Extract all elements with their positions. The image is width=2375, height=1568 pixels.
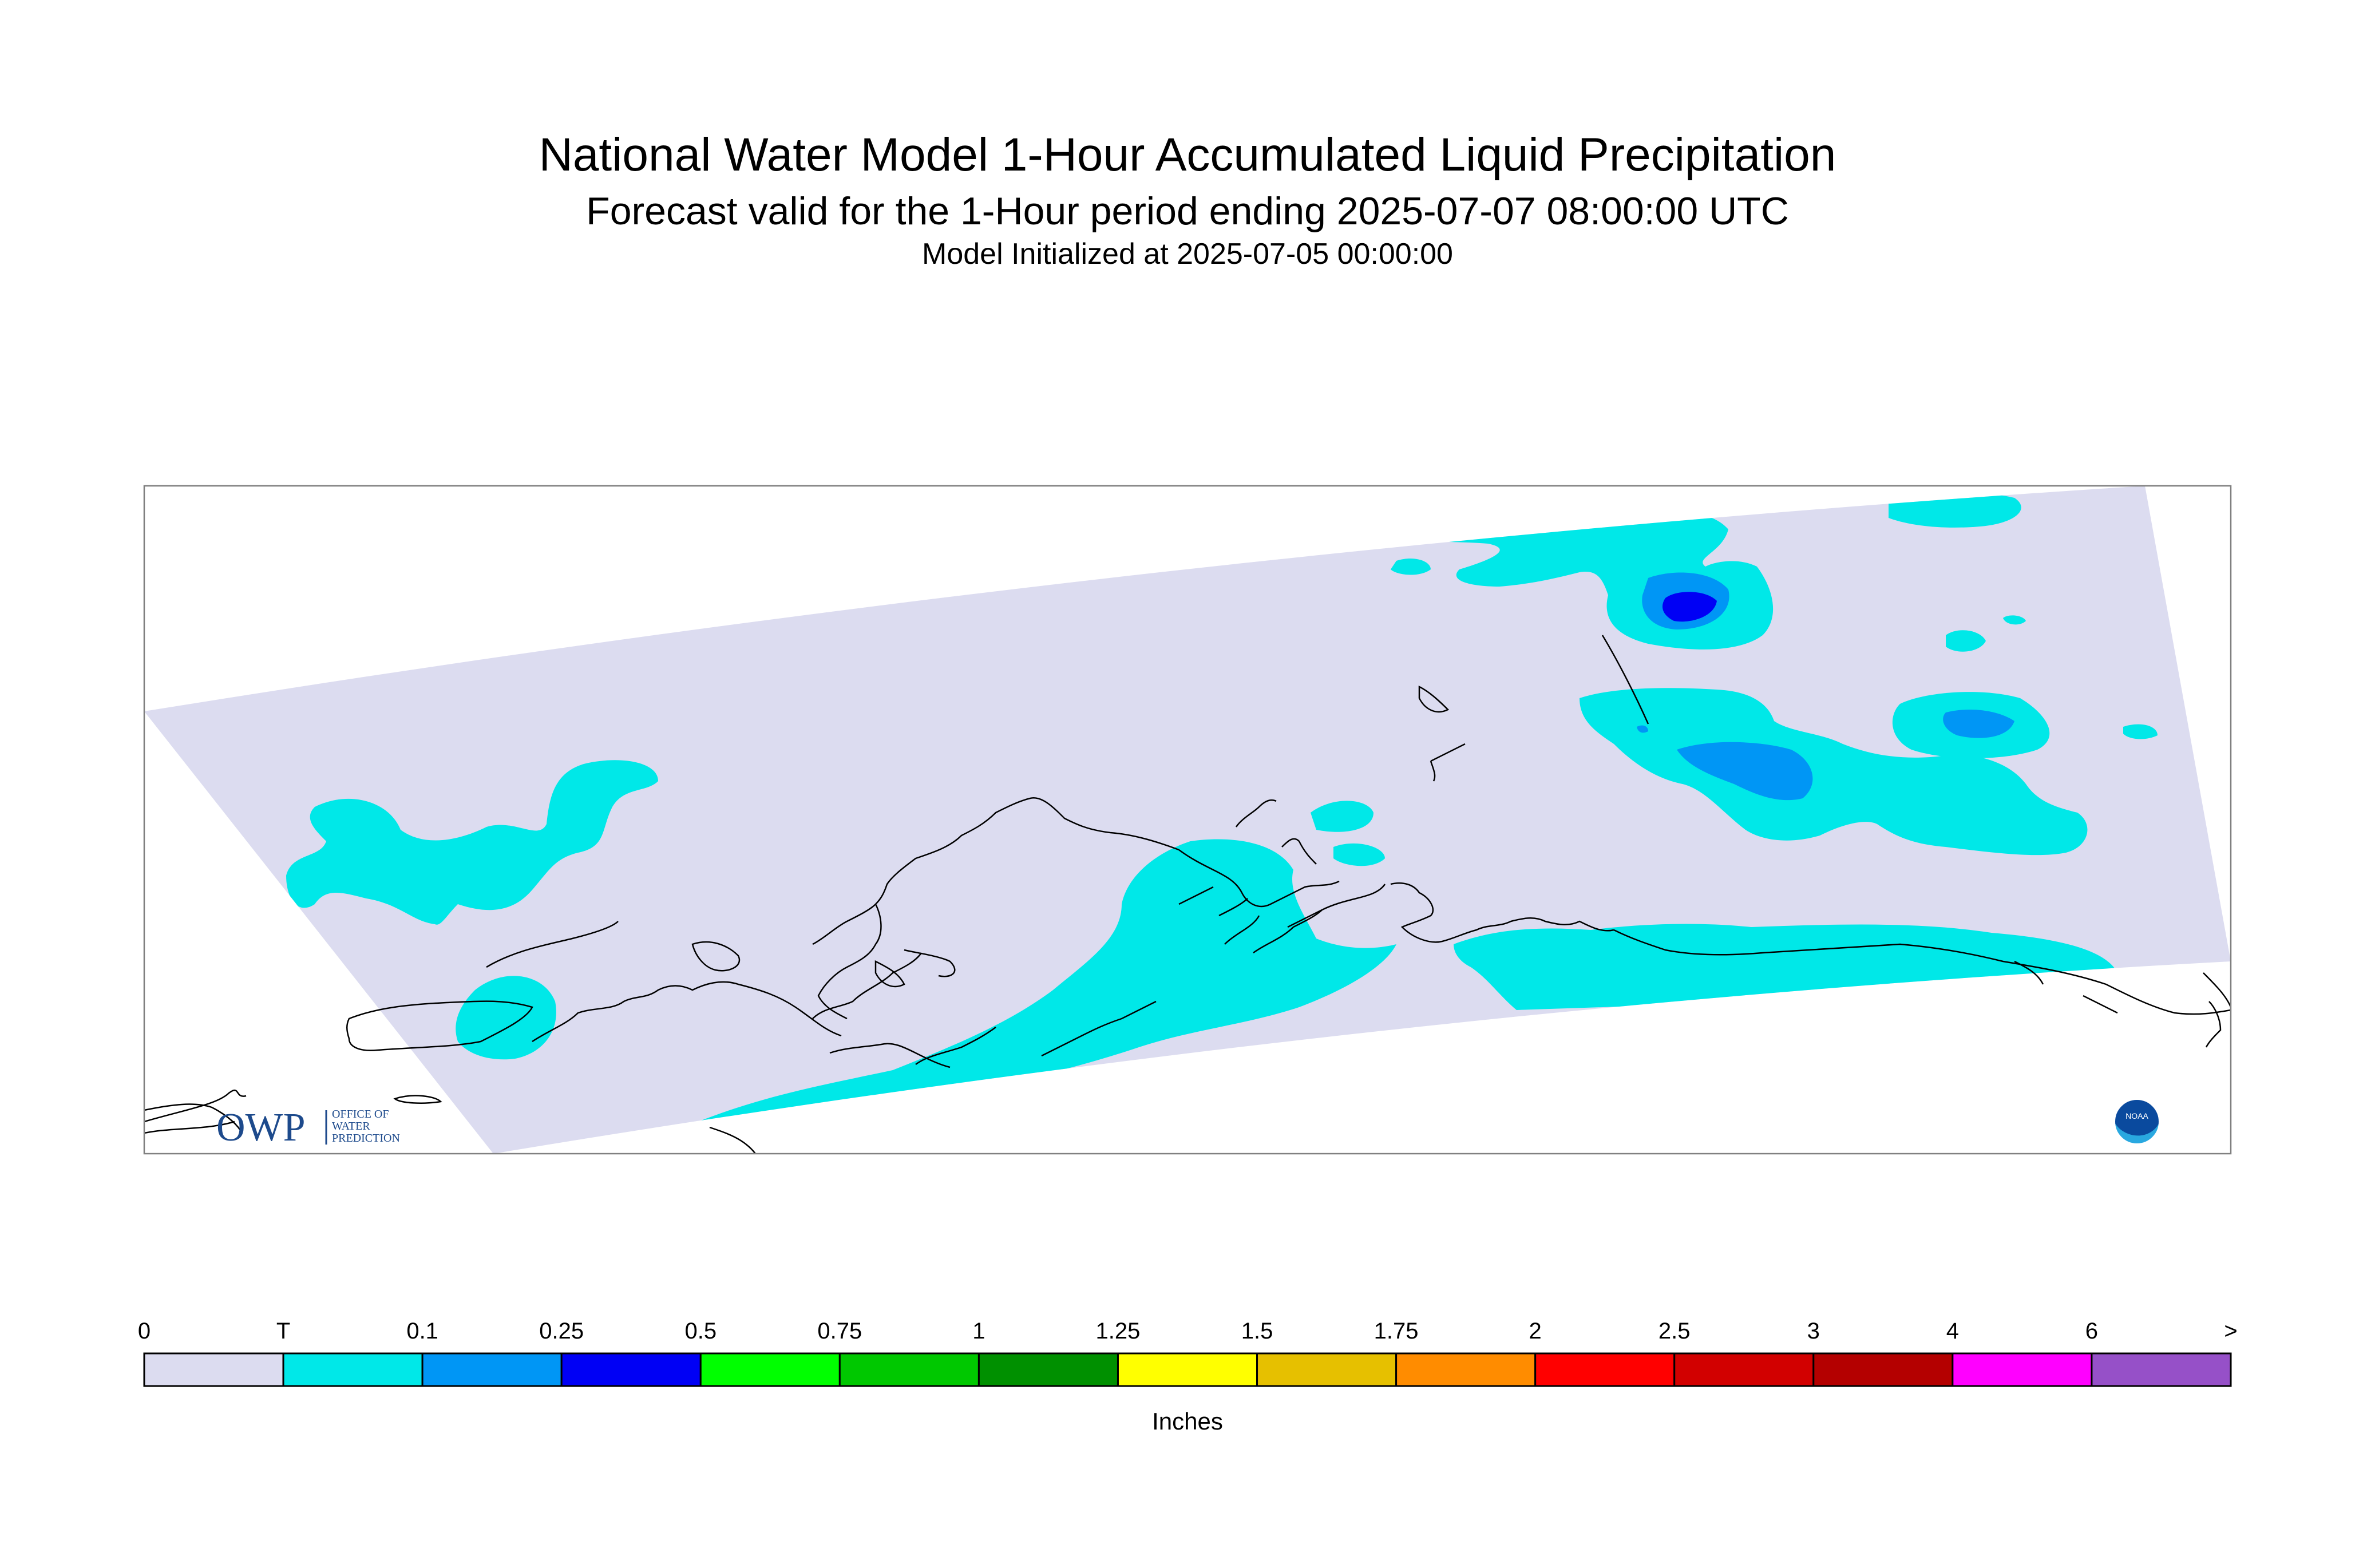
map-title: National Water Model 1-Hour Accumulated … [539, 129, 1836, 181]
colorbar-label: 4 [1946, 1318, 1959, 1344]
colorbar-swatch [1673, 1352, 1815, 1387]
colorbar-swatch [143, 1352, 284, 1387]
precip-area-light-2 [1677, 742, 1813, 801]
precip-area-light-4 [1637, 725, 1648, 733]
owp-logo-mark: OWP [216, 1106, 306, 1150]
model-init-line: Model Initialized at 2025-07-05 00:00:00 [922, 237, 1453, 271]
owp-logo-text-1: OFFICE OF [332, 1108, 389, 1120]
colorbar-label: 3 [1807, 1318, 1820, 1344]
precip-area-west-1 [286, 760, 658, 925]
precip-area-southeast [1454, 924, 2117, 1010]
colorbar-swatch [1256, 1352, 1398, 1387]
coastlines [144, 635, 2231, 1154]
colorbar-swatch [2091, 1352, 2232, 1387]
colorbar-swatch [838, 1352, 980, 1387]
colorbar-swatch [560, 1352, 702, 1387]
precip-area-alaska-peninsula [658, 839, 1396, 1154]
owp-logo: OWP OFFICE OF WATER PREDICTION [216, 1106, 400, 1150]
map-frame [143, 485, 2232, 1155]
colorbar [143, 1352, 2232, 1387]
colorbar-swatch [421, 1352, 563, 1387]
colorbar-label: 0.25 [539, 1318, 584, 1344]
colorbar-units: Inches [1152, 1408, 1223, 1435]
precip-area-moderate [1662, 592, 1717, 622]
precip-area-east-3 [2123, 724, 2158, 739]
colorbar-swatch [282, 1352, 423, 1387]
precip-area-north-2 [1391, 558, 1431, 575]
precip-area-north-5 [2003, 615, 2026, 625]
noaa-logo-mark: NOAA [2125, 1111, 2148, 1120]
colorbar-label: 1 [972, 1318, 985, 1344]
colorbar-label: 6 [2085, 1318, 2099, 1344]
precip-area-gulf-1 [1311, 801, 1373, 832]
precip-area-west-2 [456, 976, 556, 1060]
forecast-valid-subtitle: Forecast valid for the 1-Hour period end… [586, 189, 1789, 233]
colorbar-swatch [699, 1352, 841, 1387]
precip-area-north-3 [1889, 493, 2021, 528]
colorbar-swatch [977, 1352, 1119, 1387]
colorbar-swatch [1395, 1352, 1537, 1387]
colorbar-label: 0.5 [684, 1318, 717, 1344]
colorbar-label: 0 [137, 1318, 151, 1344]
precip-area-light-3 [1943, 710, 2014, 738]
colorbar-label: 1.75 [1373, 1318, 1419, 1344]
colorbar-swatch [1534, 1352, 1676, 1387]
precip-area-east-1 [1580, 688, 2088, 856]
colorbar-label: T [276, 1318, 291, 1344]
colorbar-label: 0.1 [406, 1318, 438, 1344]
colorbar-label: 1.5 [1241, 1318, 1273, 1344]
owp-logo-text-2: WATER [332, 1120, 370, 1133]
colorbar-swatch [1117, 1352, 1258, 1387]
colorbar-swatch [1812, 1352, 1954, 1387]
colorbar-label: 2 [1529, 1318, 1542, 1344]
colorbar-label: 1.25 [1095, 1318, 1141, 1344]
colorbar-swatch [1952, 1352, 2093, 1387]
noaa-logo: NOAA [2113, 1098, 2161, 1146]
precip-area-gulf-2 [1333, 843, 1385, 866]
colorbar-label: 0.75 [817, 1318, 862, 1344]
colorbar-label: > [2224, 1318, 2238, 1344]
colorbar-label: 2.5 [1658, 1318, 1691, 1344]
owp-logo-text-3: PREDICTION [332, 1132, 400, 1145]
precip-area-north-4 [1946, 630, 1986, 652]
